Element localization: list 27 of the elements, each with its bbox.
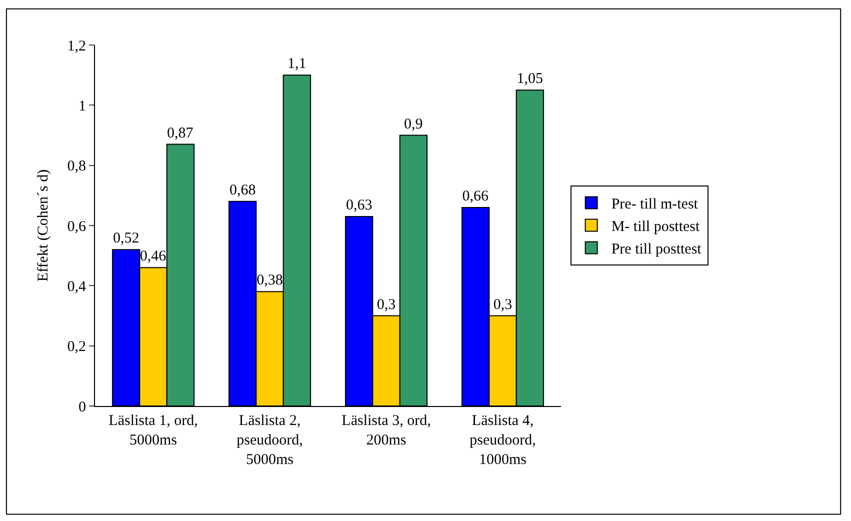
data-label: 0,9 [404, 116, 423, 132]
data-label: 0,63 [346, 197, 372, 214]
y-tick-label: 0,6 [67, 218, 86, 235]
data-label: 0,3 [376, 296, 396, 313]
data-label: 1,05 [516, 71, 544, 88]
legend-label: M- till posttest [611, 219, 700, 236]
legend-label: Pre- till m-test [611, 196, 699, 213]
y-tick-label: 1 [78, 98, 86, 114]
data-label: 0,87 [167, 125, 194, 142]
data-label: 0,66 [462, 188, 489, 204]
data-label: 0,68 [229, 182, 256, 198]
data-label: 0,46 [140, 248, 167, 265]
data-label: 0,3 [493, 296, 512, 313]
y-tick-label: 1,2 [67, 38, 86, 54]
y-tick-label: 0,4 [67, 278, 86, 295]
y-axis-title: Effekt (Cohen´s d) [36, 169, 52, 282]
y-tick-label: 0,8 [67, 158, 86, 175]
data-label: 0,38 [256, 272, 283, 289]
x-tick-label: Läslista 3, ord, 200ms [342, 413, 431, 448]
x-tick-label: Läslista 1, ord, 5000ms [108, 413, 198, 448]
data-label: 0,52 [112, 230, 140, 247]
y-tick-label: 0,2 [67, 339, 86, 356]
y-tick-label: 0 [78, 399, 86, 416]
data-label: 1,1 [288, 56, 306, 72]
x-tick-label: Läslista 4, pseudoord, 1000ms [470, 413, 536, 468]
legend-label: Pre till posttest [611, 242, 702, 258]
x-tick-label: Läslista 2, pseudoord, 5000ms [236, 413, 303, 468]
